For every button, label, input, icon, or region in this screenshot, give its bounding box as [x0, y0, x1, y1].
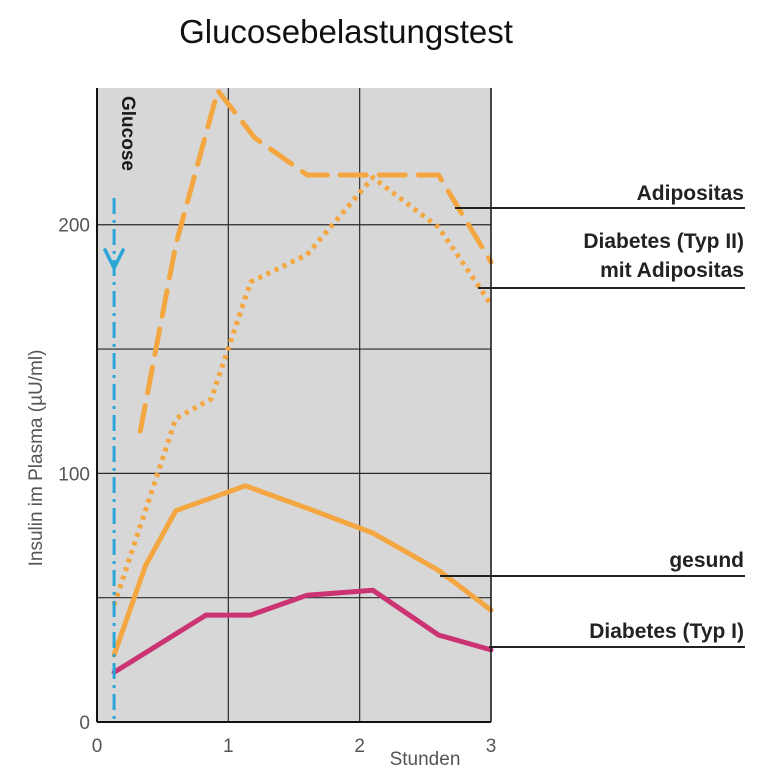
legend-label-2-2: mit Adipositas: [600, 259, 744, 282]
legend-label-1-1: Adipositas: [637, 182, 744, 205]
x-tick-label-2: 2: [354, 736, 365, 757]
glucose-arrow-icon: [103, 248, 125, 270]
legend: Adipositas Diabetes (Typ II) mit Adiposita…: [440, 182, 745, 648]
series-lines: [111, 88, 494, 675]
legend-label-3-1: gesund: [669, 549, 744, 572]
x-tick-label-1: 1: [223, 736, 234, 757]
legend-label-4-1: Diabetes (Typ I): [589, 620, 744, 643]
series-line-3: [111, 483, 494, 658]
series-line-4: [111, 587, 494, 675]
y-tick-label-0: 0: [79, 713, 90, 734]
tick-labels: 0 1 2 3 0 100 200: [58, 216, 496, 757]
axes: [96, 88, 492, 723]
y-tick-label-2: 200: [58, 216, 90, 237]
glucose-label: Glucose: [117, 96, 138, 171]
x-tick-label-0: 0: [92, 736, 103, 757]
glucose-marker: Glucose: [103, 96, 138, 722]
y-axis-label: Insulin im Plasma (µU/ml): [26, 350, 47, 567]
x-axis-label: Stunden: [390, 749, 461, 770]
x-tick-label-3: 3: [486, 736, 497, 757]
y-tick-label-1: 100: [58, 464, 90, 485]
chart-title: Glucosebelastungstest: [179, 13, 513, 50]
plot-background: [97, 88, 491, 722]
legend-label-2-1: Diabetes (Typ II): [583, 230, 744, 253]
series-line-1: [137, 88, 494, 434]
